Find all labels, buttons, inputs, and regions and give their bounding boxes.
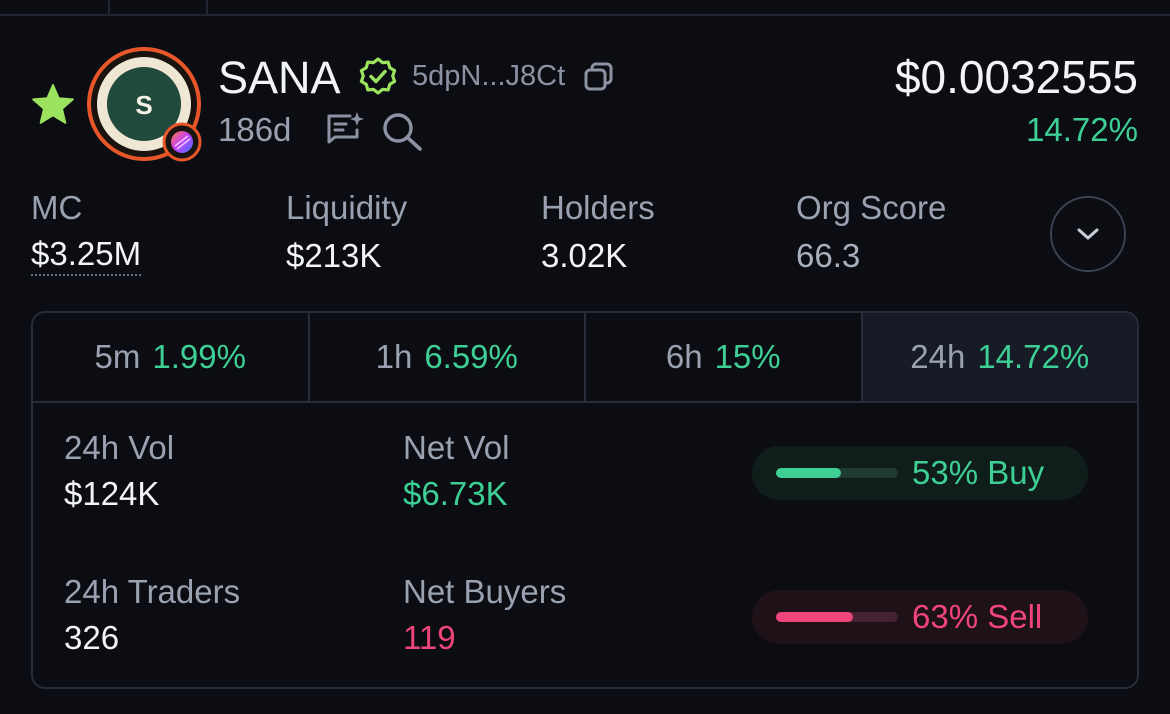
top-bar (0, 0, 1170, 16)
tab-5m[interactable]: 5m 1.99% (33, 313, 310, 401)
sell-ratio-bar (776, 612, 898, 622)
stat-liquidity: Liquidity $213K (286, 188, 407, 276)
token-price: $0.0032555 (894, 51, 1138, 103)
sell-ratio-fill (776, 612, 853, 622)
top-bar-divider (108, 0, 110, 14)
net-volume: Net Vol $6.73K (403, 428, 509, 514)
stat-label: Liquidity (286, 189, 408, 226)
volume-24h: 24h Vol $124K (64, 428, 174, 514)
stat-holders: Holders 3.02K (541, 188, 655, 276)
stat-market-cap: MC $3.25M (31, 188, 142, 276)
token-address: 5dpN...J8Ct (412, 60, 566, 92)
stat-org-score: Org Score 66.3 (796, 188, 946, 276)
net-volume-value: $6.73K (403, 475, 508, 512)
sell-ratio: 63% Sell (752, 590, 1088, 644)
stat-label: MC (31, 189, 83, 226)
traders-value: 326 (64, 619, 120, 656)
tab-1h[interactable]: 1h 6.59% (310, 313, 586, 401)
tab-6h[interactable]: 6h 15% (586, 313, 863, 401)
tab-label: 5m (94, 338, 141, 375)
net-volume-label: Net Vol (403, 429, 510, 466)
buy-ratio-text: 53% Buy (912, 454, 1045, 491)
tab-label: 1h (375, 338, 413, 375)
traders-label: 24h Traders (64, 573, 241, 610)
verified-icon (359, 57, 397, 95)
top-bar-divider (206, 0, 208, 14)
expand-stats-button[interactable] (1050, 196, 1126, 272)
stat-label: Org Score (796, 189, 947, 226)
traders-24h: 24h Traders 326 (64, 572, 240, 658)
stat-label: Holders (541, 189, 655, 226)
avatar-letter: S (135, 90, 152, 120)
buy-ratio: 53% Buy (752, 446, 1088, 500)
stat-value: $213K (286, 237, 382, 274)
token-age: 186d (218, 111, 292, 148)
launchpad-badge-icon (162, 122, 202, 162)
stat-value: 66.3 (796, 237, 861, 274)
tab-value: 1.99% (152, 338, 246, 375)
chevron-down-icon (1077, 228, 1099, 240)
timeframe-tabs: 5m 1.99% 1h 6.59% 6h 15% 24h 14.72% (33, 313, 1137, 403)
stat-value[interactable]: $3.25M (31, 236, 142, 276)
buy-ratio-fill (776, 468, 841, 478)
volume-value: $124K (64, 475, 160, 512)
tab-24h[interactable]: 24h 14.72% (862, 313, 1137, 401)
net-buyers-value: 119 (403, 619, 456, 656)
tab-label: 6h (665, 338, 703, 375)
tab-label: 24h (910, 338, 966, 375)
star-icon[interactable] (30, 82, 76, 128)
token-avatar: S (87, 47, 201, 161)
tab-value: 14.72% (977, 338, 1090, 375)
stats-panel: 5m 1.99% 1h 6.59% 6h 15% 24h 14.72% (31, 311, 1139, 689)
notes-icon[interactable] (324, 110, 366, 150)
net-buyers: Net Buyers 119 (403, 572, 566, 658)
token-name: SANA (218, 52, 341, 103)
buy-ratio-bar (776, 468, 898, 478)
search-icon[interactable] (380, 110, 424, 152)
stat-value: 3.02K (541, 237, 628, 274)
volume-label: 24h Vol (64, 429, 175, 466)
sell-ratio-text: 63% Sell (912, 598, 1043, 635)
net-buyers-label: Net Buyers (403, 573, 567, 610)
tab-value: 6.59% (424, 338, 518, 375)
copy-icon[interactable] (582, 60, 616, 94)
tab-value: 15% (714, 338, 781, 375)
price-change: 14.72% (1026, 111, 1138, 148)
